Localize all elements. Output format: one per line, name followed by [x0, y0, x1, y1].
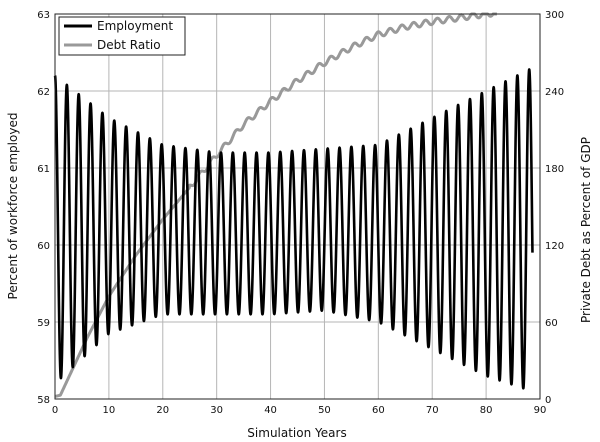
y-tick-label-left: 61	[37, 164, 50, 175]
x-tick-label: 90	[534, 405, 547, 416]
x-tick-label: 10	[103, 405, 116, 416]
series-employment-line	[53, 68, 534, 390]
legend-label-debt-ratio: Debt Ratio	[97, 38, 161, 52]
x-tick-label: 80	[480, 405, 493, 416]
y-axis-title-right: Private Debt as Percent of GDP	[579, 137, 593, 323]
y-tick-label-right: 60	[545, 318, 558, 329]
y-tick-label-left: 58	[37, 395, 50, 406]
y-tick-label-right: 180	[545, 164, 564, 175]
plot-frame	[54, 13, 541, 400]
x-tick-label: 0	[52, 405, 58, 416]
y-tick-label-left: 60	[37, 241, 50, 252]
y-axis-title-left: Percent of workforce employed	[6, 113, 20, 300]
tick-labels: 0 10 20 30 40 50 60 70 80 90 58 59 60 61 62 63 0 60 120 180…	[37, 10, 564, 416]
y-tick-label-right: 240	[545, 87, 564, 98]
legend: Employment Debt Ratio	[58, 16, 186, 56]
series-layer	[53, 12, 534, 398]
y-tick-label-left: 63	[37, 10, 50, 21]
x-tick-label: 40	[264, 405, 277, 416]
x-tick-label: 70	[426, 405, 439, 416]
x-axis-title: Simulation Years	[247, 426, 346, 440]
y-tick-label-right: 0	[545, 395, 551, 406]
x-tick-label: 20	[156, 405, 169, 416]
x-tick-label: 30	[210, 405, 223, 416]
legend-label-employment: Employment	[97, 19, 173, 33]
x-tick-label: 50	[318, 405, 331, 416]
y-tick-label-left: 62	[37, 87, 50, 98]
x-tick-label: 60	[372, 405, 385, 416]
legend-box	[58, 16, 186, 56]
y-tick-label-left: 59	[37, 318, 50, 329]
y-tick-label-right: 120	[545, 241, 564, 252]
y-tick-label-right: 300	[545, 10, 564, 21]
